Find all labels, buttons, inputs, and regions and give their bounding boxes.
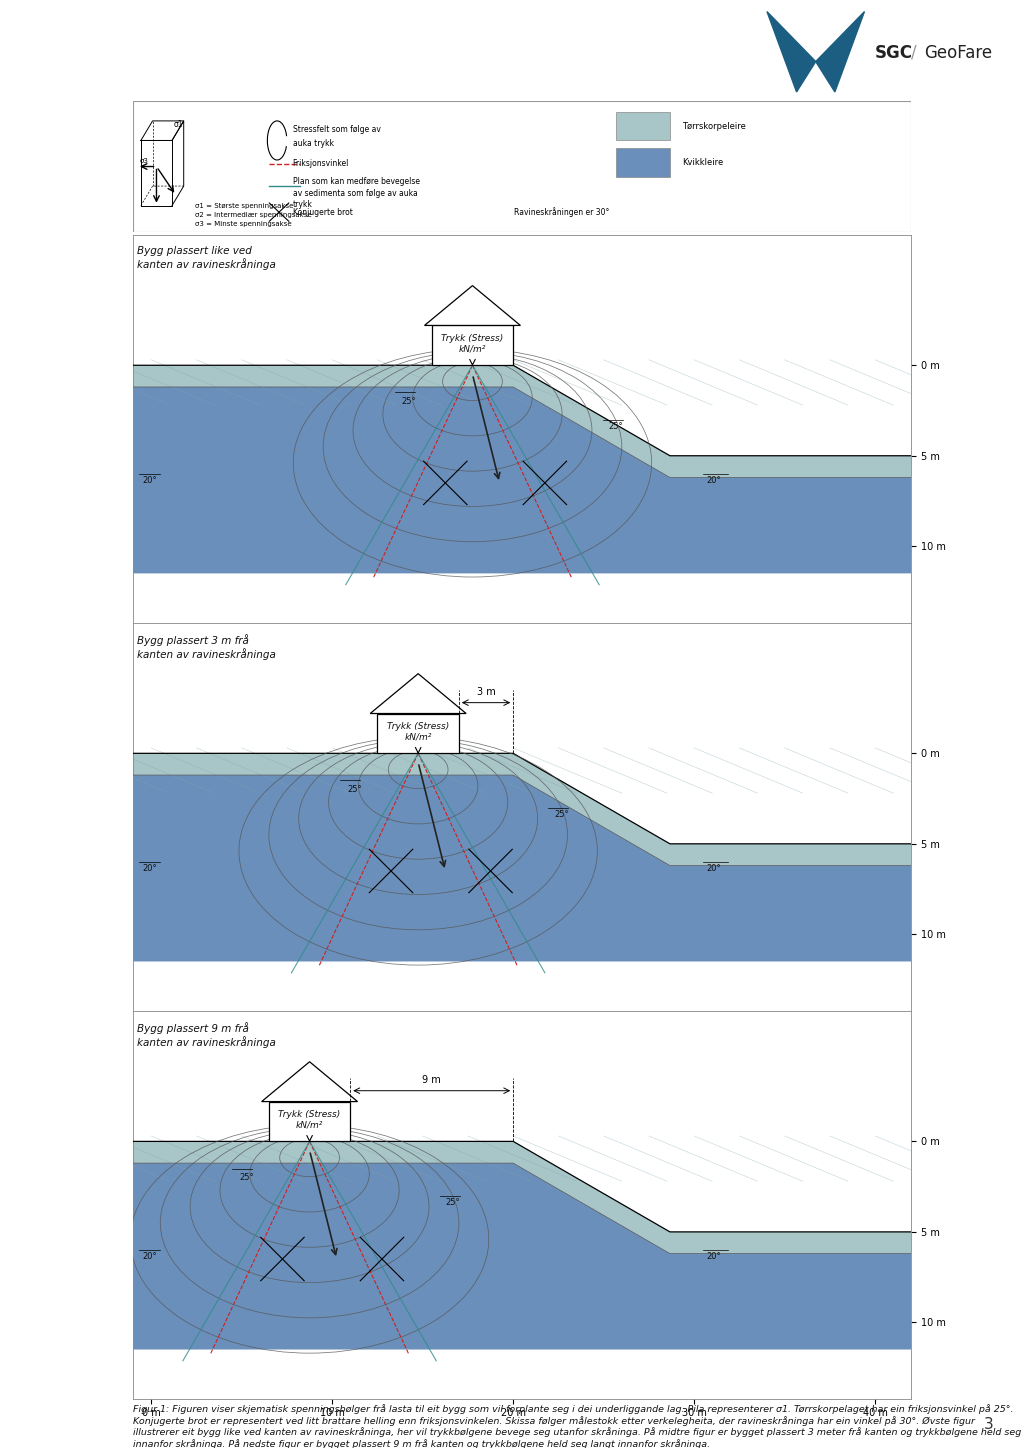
Text: Ravineskråningen er 30°: Ravineskråningen er 30° (514, 207, 610, 217)
Bar (378, 714, 459, 753)
Text: σ3 = Minste spenningsakse: σ3 = Minste spenningsakse (196, 222, 292, 227)
Text: Trykk (Stress)
kN/m²: Trykk (Stress) kN/m² (279, 1109, 341, 1129)
Text: 25°: 25° (608, 421, 623, 430)
Polygon shape (767, 12, 816, 93)
Text: Bygg plassert 3 m frå
kanten av ravineskråninga: Bygg plassert 3 m frå kanten av ravinesk… (137, 634, 275, 660)
Text: SGC: SGC (874, 43, 913, 62)
Bar (432, 326, 513, 365)
Text: Stressfelt som følge av: Stressfelt som følge av (293, 125, 381, 133)
Text: 20°: 20° (142, 864, 157, 873)
Polygon shape (425, 285, 520, 326)
Text: GeoFare: GeoFare (924, 43, 992, 62)
Polygon shape (816, 12, 864, 93)
Text: Trykk (Stress)
kN/m²: Trykk (Stress) kN/m² (387, 721, 450, 741)
Text: Figur 1: Figuren viser skjematisk spenningsbølger frå lasta til eit bygg som vil: Figur 1: Figuren viser skjematisk spenni… (133, 1405, 1021, 1448)
Text: Bygg plassert like ved
kanten av ravineskråninga: Bygg plassert like ved kanten av ravines… (137, 246, 275, 271)
Bar (269, 1102, 350, 1141)
Text: Plan som kan medføre bevegelse: Plan som kan medføre bevegelse (293, 177, 420, 185)
Text: Konjugerte brot: Konjugerte brot (293, 209, 352, 217)
Text: 25°: 25° (445, 1197, 460, 1206)
Text: 20°: 20° (707, 476, 721, 485)
Bar (615, 148, 670, 177)
Text: 9 m: 9 m (422, 1076, 441, 1086)
Text: Tørrskorpeleire: Tørrskorpeleire (682, 122, 745, 130)
Text: 20°: 20° (707, 864, 721, 873)
Text: 25°: 25° (401, 397, 417, 405)
Polygon shape (133, 775, 911, 961)
Text: σ1: σ1 (174, 120, 183, 129)
Polygon shape (133, 365, 911, 478)
Text: σ1 = Største spenningsakse: σ1 = Største spenningsakse (196, 203, 294, 209)
Text: trykk: trykk (293, 200, 312, 210)
Text: 25°: 25° (347, 785, 362, 794)
Polygon shape (133, 1163, 911, 1350)
Text: Trykk (Stress)
kN/m²: Trykk (Stress) kN/m² (441, 333, 504, 353)
Text: /: / (911, 43, 918, 62)
Text: Friksjonsvinkel: Friksjonsvinkel (293, 159, 349, 168)
Polygon shape (133, 387, 911, 573)
Text: 25°: 25° (239, 1173, 254, 1182)
Text: 20°: 20° (142, 476, 157, 485)
Text: σ2 = Intermediær spenningsakse: σ2 = Intermediær spenningsakse (196, 213, 312, 219)
Text: Bygg plassert 9 m frå
kanten av ravineskråninga: Bygg plassert 9 m frå kanten av ravinesk… (137, 1022, 275, 1048)
Text: auka trykk: auka trykk (293, 139, 334, 148)
Text: σ3: σ3 (139, 158, 148, 164)
Text: 20°: 20° (707, 1253, 721, 1261)
Text: 3 m: 3 m (476, 688, 496, 698)
Polygon shape (133, 1141, 911, 1254)
Polygon shape (261, 1061, 357, 1102)
Polygon shape (133, 753, 911, 866)
Text: av sedimenta som følge av auka: av sedimenta som følge av auka (293, 188, 418, 198)
Text: 3: 3 (983, 1418, 993, 1432)
Polygon shape (371, 673, 466, 714)
Bar (615, 111, 670, 140)
Text: 25°: 25° (554, 809, 568, 818)
Text: 20°: 20° (142, 1253, 157, 1261)
Text: Kvikkleire: Kvikkleire (682, 158, 723, 167)
